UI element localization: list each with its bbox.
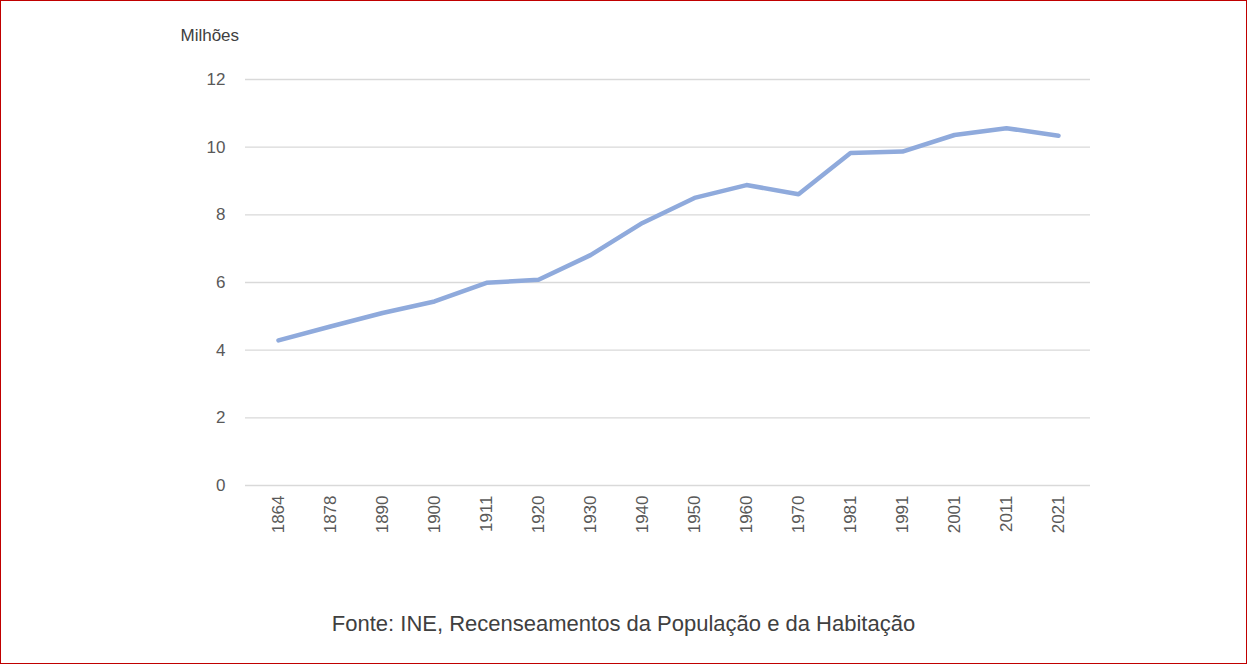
- svg-text:1911: 1911: [477, 496, 496, 533]
- svg-text:0: 0: [216, 476, 225, 495]
- svg-text:10: 10: [207, 138, 226, 157]
- svg-text:1920: 1920: [529, 496, 548, 534]
- svg-text:2001: 2001: [945, 496, 964, 534]
- svg-text:1930: 1930: [581, 496, 600, 534]
- svg-text:2011: 2011: [997, 496, 1016, 533]
- svg-text:4: 4: [216, 341, 225, 360]
- svg-text:1991: 1991: [893, 496, 912, 534]
- svg-text:2021: 2021: [1049, 496, 1068, 534]
- svg-text:1940: 1940: [633, 496, 652, 534]
- svg-text:1981: 1981: [841, 496, 860, 534]
- svg-text:1960: 1960: [737, 496, 756, 534]
- svg-text:12: 12: [207, 70, 226, 89]
- svg-text:1864: 1864: [269, 496, 288, 534]
- svg-text:2: 2: [216, 408, 225, 427]
- svg-text:1970: 1970: [789, 496, 808, 534]
- svg-text:Milhões: Milhões: [181, 26, 240, 45]
- svg-text:6: 6: [216, 273, 225, 292]
- svg-text:1900: 1900: [425, 496, 444, 534]
- svg-text:1878: 1878: [321, 496, 340, 534]
- svg-text:1890: 1890: [373, 496, 392, 534]
- html-text:Fonte: INE, Recenseamentos da: Fonte: INE, Recenseamentos da População …: [331, 611, 916, 636]
- svg-text:1950: 1950: [685, 496, 704, 534]
- svg-text:8: 8: [216, 205, 225, 224]
